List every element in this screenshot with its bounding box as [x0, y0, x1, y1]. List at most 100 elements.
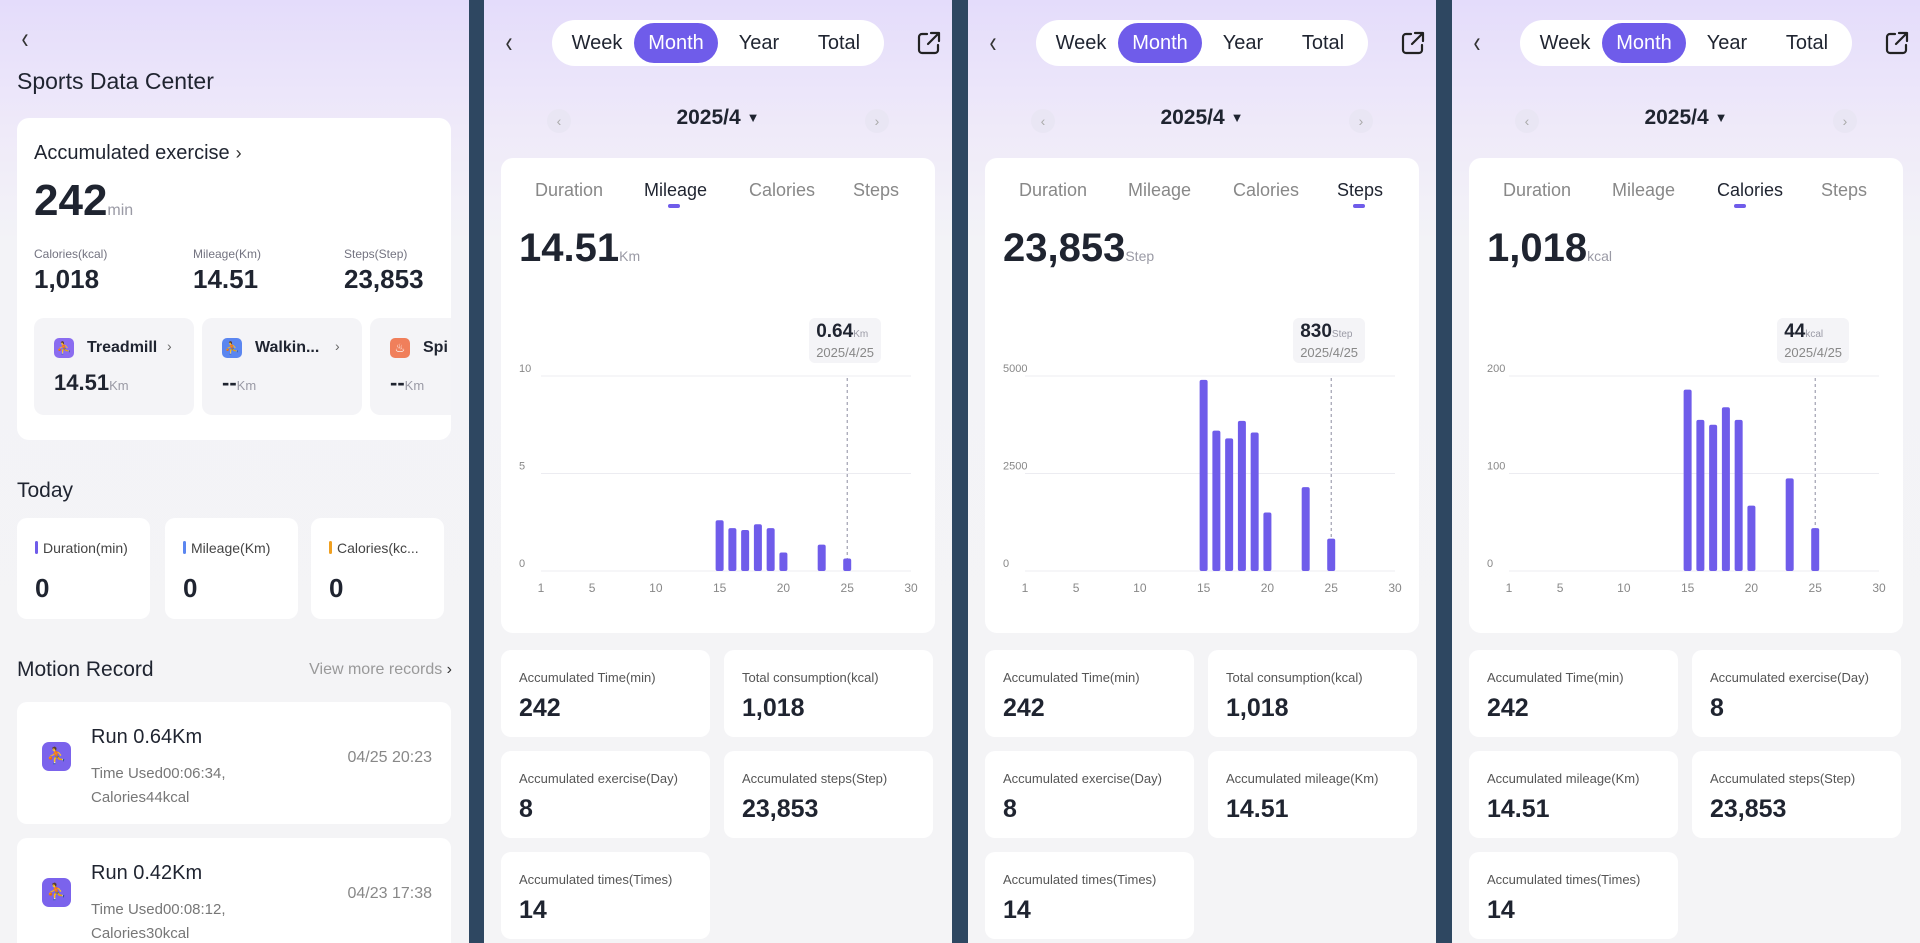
next-month-button[interactable]: › — [1833, 109, 1857, 133]
record-time: 04/23 17:38 — [347, 885, 432, 902]
range-tab-2[interactable]: Year — [738, 32, 780, 54]
summary-card: Accumulated mileage(Km) 14.51 — [1469, 751, 1678, 838]
chart-bar[interactable] — [1237, 420, 1246, 571]
summary-label: Accumulated exercise(Day) — [1003, 771, 1162, 786]
chevron-right-icon: › — [235, 143, 242, 163]
metric-tab-calories[interactable]: Calories — [1233, 180, 1300, 200]
range-tab-1[interactable]: Month — [634, 23, 718, 63]
date-selector[interactable]: 2025/4 ▼ — [1160, 106, 1244, 129]
back-arrow-icon[interactable]: ‹ — [21, 22, 29, 55]
range-tab-0[interactable]: Week — [1539, 32, 1591, 54]
y-tick-label: 0 — [519, 558, 525, 570]
summary-label: Accumulated steps(Step) — [742, 771, 888, 786]
range-tab-2[interactable]: Year — [1706, 32, 1748, 54]
chart-bar[interactable] — [741, 530, 750, 571]
back-arrow-icon[interactable]: ‹ — [1473, 26, 1481, 59]
previous-month-button[interactable]: ‹ — [547, 109, 571, 133]
summary-card: Total consumption(kcal) 1,018 — [724, 650, 933, 737]
previous-month-button[interactable]: ‹ — [1515, 109, 1539, 133]
date-selector[interactable]: 2025/4 ▼ — [676, 106, 760, 129]
chart-bar[interactable] — [728, 528, 737, 571]
x-tick-label: 5 — [1557, 581, 1564, 595]
next-month-button[interactable]: › — [1349, 109, 1373, 133]
accumulated-exercise-header[interactable]: Accumulated exercise › — [34, 142, 242, 165]
metric-tab-duration[interactable]: Duration — [535, 180, 604, 200]
metric-tab-mileage[interactable]: Mileage — [644, 180, 708, 200]
view-more-records-link[interactable]: View more records › — [309, 661, 452, 678]
chart-bar[interactable] — [753, 524, 762, 571]
range-tab-3[interactable]: Total — [1301, 32, 1345, 54]
active-tab-underline — [1734, 204, 1746, 208]
chart-bar[interactable] — [766, 528, 775, 571]
chart-card: Duration Mileage Calories Steps 23,853Step 0 2… — [985, 158, 1419, 633]
chart-bar[interactable] — [843, 558, 852, 571]
accumulated-exercise-card[interactable]: Accumulated exercise › 242min Calories(kc… — [17, 118, 451, 440]
activity-name: Walkin... — [255, 339, 320, 356]
chart-bar[interactable] — [1811, 528, 1820, 571]
chart-bar[interactable] — [1263, 512, 1272, 572]
chart-bar[interactable] — [779, 552, 788, 571]
y-tick-label: 10 — [519, 363, 531, 375]
summary-value: 242 — [519, 694, 561, 722]
metric-tab-steps[interactable]: Steps — [1337, 180, 1384, 200]
calories-stat-value: 1,018 — [34, 264, 100, 294]
metric-tab-mileage[interactable]: Mileage — [1128, 180, 1192, 200]
range-tab-0[interactable]: Week — [571, 32, 623, 54]
chart-bar[interactable] — [1696, 419, 1705, 571]
summary-value: 8 — [1710, 694, 1724, 722]
metric-tab-steps[interactable]: Steps — [1821, 180, 1868, 200]
activity-card-treadmill[interactable]: ⛹ Treadmill › 14.51Km — [34, 318, 194, 415]
metric-tab-duration[interactable]: Duration — [1503, 180, 1572, 200]
chart-bar[interactable] — [1199, 379, 1208, 571]
back-arrow-icon[interactable]: ‹ — [505, 26, 513, 59]
calories-stats-panel: ‹ Week Month Year Total ‹ 2025/4 ▼ › Duration Mil… — [1452, 0, 1920, 943]
range-segmented-control: Week Month Year Total — [1520, 20, 1852, 66]
page-title: Sports Data Center — [17, 68, 214, 94]
chart-bar[interactable] — [1734, 419, 1743, 571]
activity-card-walking[interactable]: ⛹ Walkin... › --Km — [202, 318, 362, 415]
chart-bar[interactable] — [1212, 430, 1221, 571]
previous-month-button[interactable]: ‹ — [1031, 109, 1055, 133]
range-tab-3[interactable]: Total — [1785, 32, 1829, 54]
chart-bar[interactable] — [1250, 432, 1259, 571]
activity-card-spinning[interactable]: ♨ Spi --Km — [370, 318, 451, 415]
chart-bar[interactable] — [1709, 424, 1718, 571]
chart-bar[interactable] — [817, 544, 826, 571]
x-tick-label: 25 — [1809, 581, 1823, 595]
share-icon[interactable] — [1400, 30, 1426, 56]
summary-card: Accumulated Time(min) 242 — [985, 650, 1194, 737]
y-tick-label: 200 — [1487, 363, 1505, 375]
chart-bar[interactable] — [1785, 478, 1794, 571]
metric-tab-calories[interactable]: Calories — [1717, 180, 1784, 200]
chart-bar[interactable] — [1747, 505, 1756, 571]
chart-bar[interactable] — [715, 520, 724, 571]
share-icon[interactable] — [1884, 30, 1910, 56]
share-icon[interactable] — [916, 30, 942, 56]
motion-record-item[interactable]: ⛹ Run 0.42Km Time Used00:08:12, Calories… — [17, 838, 451, 943]
range-tab-0[interactable]: Week — [1055, 32, 1107, 54]
chart-bar[interactable] — [1225, 438, 1234, 571]
chart-bar[interactable] — [1683, 389, 1692, 571]
metric-tab-calories[interactable]: Calories — [749, 180, 816, 200]
back-arrow-icon[interactable]: ‹ — [989, 26, 997, 59]
date-selector[interactable]: 2025/4 ▼ — [1644, 106, 1728, 129]
chart-bar[interactable] — [1327, 538, 1336, 571]
chart-tooltip: 0.64Km 2025/4/25 — [809, 318, 882, 363]
metric-tab-steps[interactable]: Steps — [853, 180, 900, 200]
range-tab-3[interactable]: Total — [817, 32, 861, 54]
next-month-button[interactable]: › — [865, 109, 889, 133]
metric-tab-mileage[interactable]: Mileage — [1612, 180, 1676, 200]
run-icon: ⛹ — [42, 878, 71, 907]
summary-value: 14.51 — [1226, 795, 1289, 823]
x-tick-label: 15 — [1681, 581, 1695, 595]
range-tab-1[interactable]: Month — [1118, 23, 1202, 63]
summary-label: Accumulated mileage(Km) — [1487, 771, 1640, 786]
metric-tab-duration[interactable]: Duration — [1019, 180, 1088, 200]
x-tick-label: 15 — [713, 581, 727, 595]
range-tab-1[interactable]: Month — [1602, 23, 1686, 63]
motion-record-item[interactable]: ⛹ Run 0.64Km Time Used00:06:34, Calories… — [17, 702, 451, 824]
summary-label: Accumulated Time(min) — [1003, 670, 1140, 685]
range-tab-2[interactable]: Year — [1222, 32, 1264, 54]
chart-bar[interactable] — [1721, 407, 1730, 571]
chart-bar[interactable] — [1301, 487, 1310, 571]
